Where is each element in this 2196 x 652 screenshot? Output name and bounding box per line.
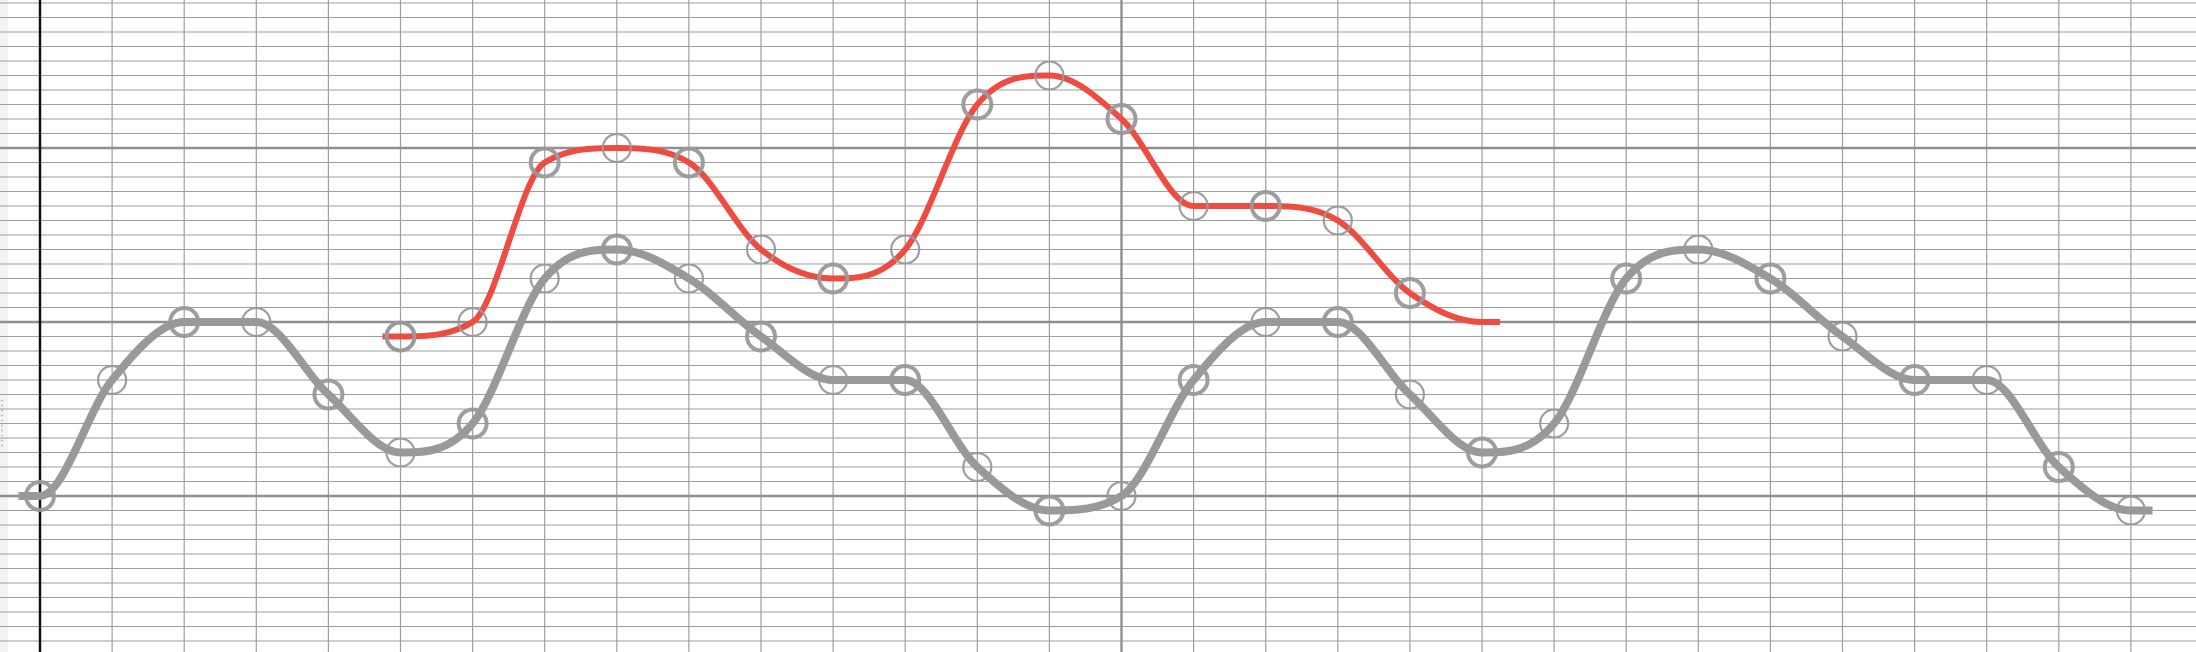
- data-point-red: [672, 146, 705, 179]
- data-point-red: [601, 132, 632, 164]
- series-line-red: [382, 72, 1500, 340]
- data-point-red: [384, 320, 417, 353]
- data-point-gray: [529, 263, 560, 294]
- data-point-gray: [1321, 306, 1354, 338]
- series-markers: [24, 60, 2146, 527]
- data-point-gray: [1177, 364, 1210, 396]
- data-point-gray: [1683, 234, 1714, 265]
- data-point-gray: [1394, 379, 1426, 410]
- data-point-gray: [1033, 494, 1066, 527]
- data-point-gray: [241, 306, 272, 338]
- series-line-gray: [18, 245, 2153, 515]
- data-point-red: [1249, 190, 1282, 222]
- data-point-gray: [1250, 306, 1281, 338]
- data-point-gray: [600, 233, 633, 266]
- data-point-red: [1178, 190, 1209, 222]
- data-point-gray: [24, 480, 56, 512]
- data-point-gray: [2042, 451, 2075, 483]
- data-point-gray: [673, 263, 705, 294]
- data-point-red: [1034, 60, 1065, 91]
- data-point-gray: [889, 364, 922, 396]
- data-point-gray: [168, 306, 201, 338]
- data-point-gray: [312, 378, 345, 411]
- data-point-gray: [96, 364, 128, 396]
- data-point-red: [1105, 103, 1138, 135]
- series-lines: [18, 72, 2153, 515]
- data-point-red: [457, 306, 488, 338]
- data-point-gray: [456, 407, 489, 440]
- data-point-red: [1393, 277, 1426, 309]
- data-point-gray: [2115, 495, 2146, 526]
- data-point-gray: [817, 364, 849, 396]
- data-point-gray: [1971, 364, 2002, 396]
- data-point-gray: [1898, 364, 1931, 396]
- data-point-red: [745, 234, 777, 265]
- data-point-gray: [1106, 480, 1137, 512]
- data-point-red: [890, 234, 921, 265]
- data-point-red: [528, 146, 561, 179]
- data-point-gray: [1827, 321, 1858, 352]
- data-point-gray: [745, 320, 777, 353]
- data-point-gray: [962, 451, 993, 483]
- data-point-gray: [1610, 262, 1643, 295]
- data-point-red: [961, 88, 994, 121]
- data-point-gray: [1538, 408, 1570, 439]
- data-point-gray: [1754, 262, 1787, 295]
- data-point-red: [817, 262, 850, 295]
- data-point-red: [1322, 205, 1353, 236]
- data-point-gray: [385, 437, 416, 468]
- data-point-gray: [1466, 436, 1498, 469]
